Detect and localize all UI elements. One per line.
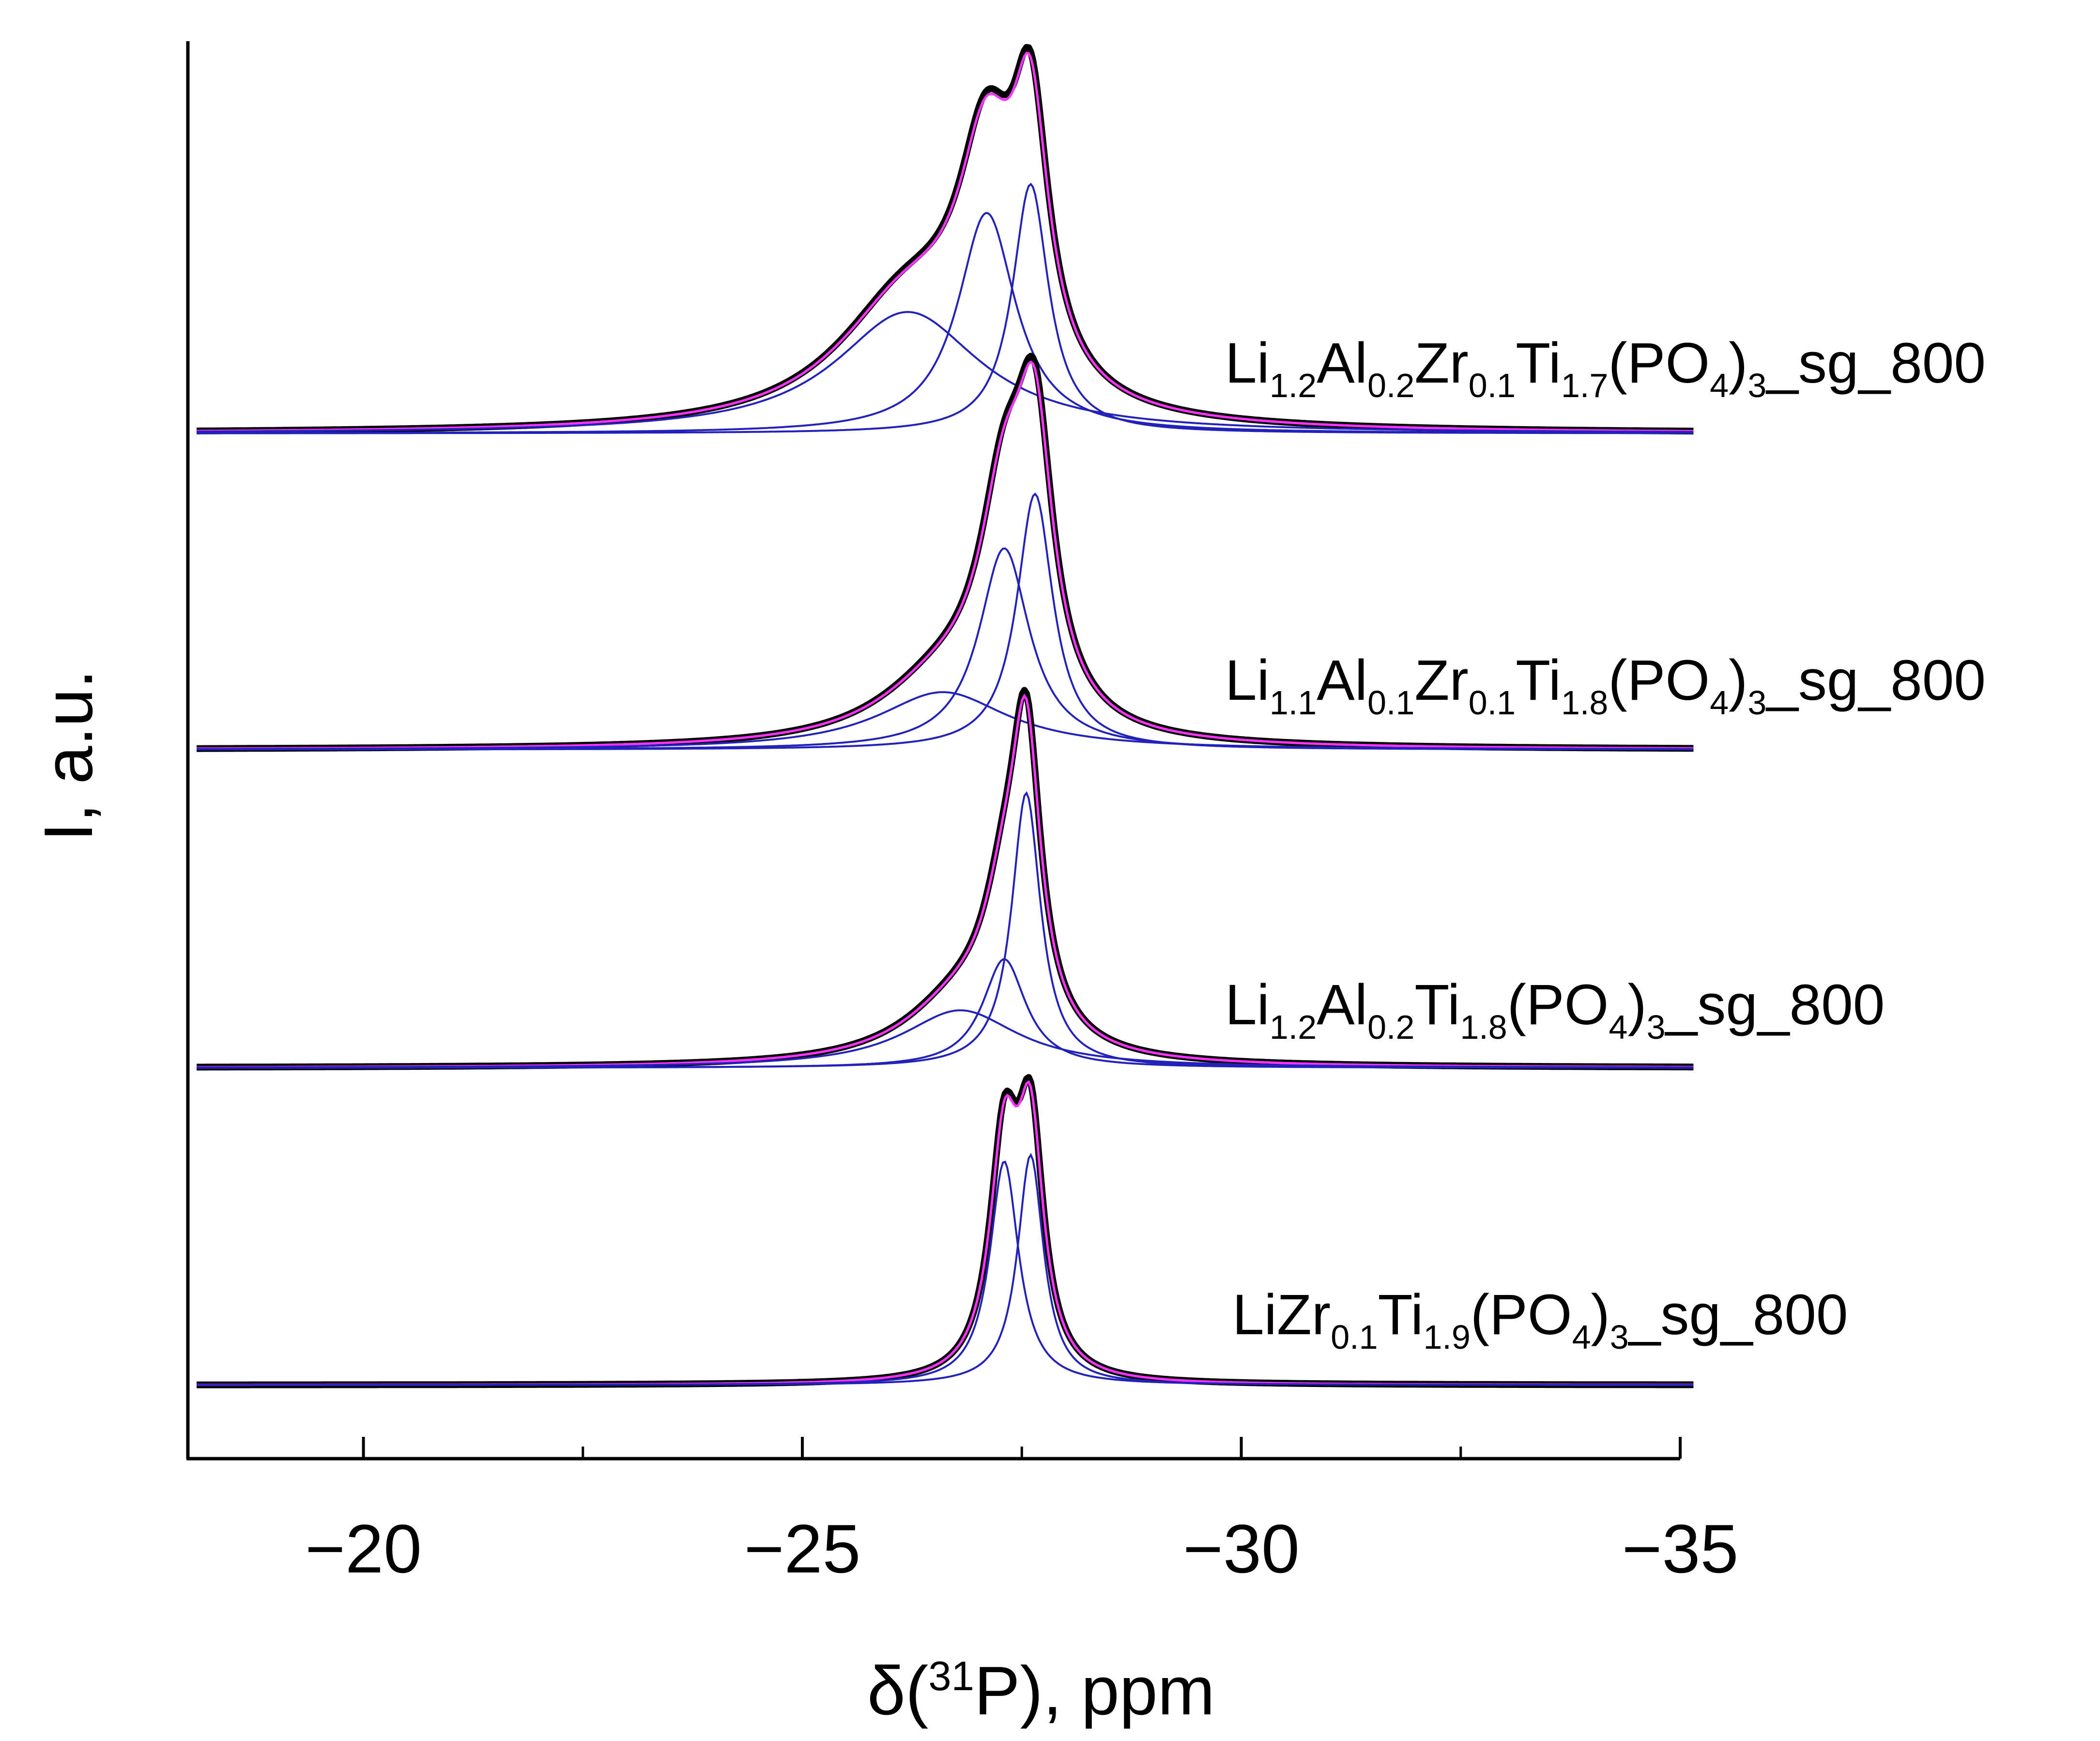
label-text: (PO [1507,973,1609,1037]
label-subscript: 0.1 [1367,684,1414,722]
label-text: LiZr [1232,1283,1331,1347]
x-ticks: −20 −25 −30 −35 [305,1437,1738,1587]
x-axis-label: δ(31P), ppm [867,1652,1215,1729]
label-subscript: 1.9 [1423,1318,1470,1356]
label-text: Li [1225,331,1270,395]
label-text: Zr [1414,648,1468,712]
label-text: Al [1317,973,1367,1037]
label-subscript: 4 [1609,1008,1627,1046]
label-subscript: 3 [1747,367,1766,404]
label-subscript: 1.8 [1460,1008,1507,1046]
trace-group [195,44,1695,435]
trace-group [195,687,1695,1071]
label-subscript: 4 [1710,367,1729,404]
trace-label: LiZr0.1Ti1.9(PO4)3_sg_800 [1232,1283,1848,1356]
label-text: (PO [1471,1283,1572,1347]
label-subscript: 0.2 [1367,367,1414,404]
trace-label: Li1.1Al0.1Zr0.1Ti1.8(PO4)3_sg_800 [1225,648,1986,722]
fit-component [197,691,1694,750]
label-text: _sg_800 [1765,331,1986,395]
label-text: _sg_800 [1765,648,1986,712]
trace-group [195,1074,1695,1388]
label-subscript: 1.2 [1270,367,1317,404]
x-tick-label: −20 [305,1510,422,1587]
x-tick-label: −35 [1622,1510,1739,1587]
spectra-traces [195,44,1695,1388]
label-subscript: 4 [1572,1318,1591,1356]
x-axis-label-suffix: P), ppm [974,1652,1215,1729]
label-subscript: 1.2 [1270,1008,1317,1046]
label-subscript: 1.7 [1561,367,1608,404]
label-text: Ti [1516,648,1561,712]
label-subscript: 0.1 [1469,684,1516,722]
fit-component [197,1009,1694,1068]
label-text: (PO [1608,648,1710,712]
label-text: Al [1317,331,1367,395]
label-subscript: 3 [1647,1008,1666,1046]
label-text: ) [1729,648,1747,712]
axes [186,41,1680,1461]
trace-label: Li1.2Al0.2Zr0.1Ti1.7(PO4)3_sg_800 [1225,331,1986,404]
label-subscript: 1.1 [1270,684,1317,722]
label-subscript: 0.1 [1331,1318,1378,1356]
trace-group [195,353,1695,752]
label-text: _sg_800 [1628,1283,1848,1347]
label-text: Ti [1516,331,1561,395]
trace-labels: Li1.2Al0.2Zr0.1Ti1.7(PO4)3_sg_800Li1.1Al… [1225,331,1986,1356]
trace-label: Li1.2Al0.2Ti1.8(PO4)3_sg_800 [1225,973,1885,1046]
label-text: (PO [1608,331,1710,395]
label-text: Zr [1414,331,1468,395]
label-text: Li [1225,648,1270,712]
label-text: ) [1591,1283,1610,1347]
label-subscript: 0.1 [1469,367,1516,404]
label-subscript: 3 [1610,1318,1629,1356]
label-text: Ti [1414,973,1460,1037]
y-axis-label: I, a.u. [30,669,107,841]
x-tick-label: −25 [744,1510,861,1587]
label-text: Li [1225,973,1270,1037]
label-text: _sg_800 [1665,973,1885,1037]
fit-envelope [197,51,1694,432]
label-subscript: 0.2 [1367,1008,1414,1046]
x-axis-label-superscript: 31 [928,1653,974,1699]
label-text: Al [1317,648,1367,712]
label-subscript: 3 [1747,684,1766,722]
fit-component [197,212,1694,434]
fit-component [197,311,1694,433]
label-subscript: 4 [1710,684,1729,722]
label-text: ) [1729,331,1747,395]
label-subscript: 1.8 [1561,684,1608,722]
x-axis-label-prefix: δ( [867,1652,928,1729]
label-text: ) [1627,973,1646,1037]
x-tick-label: −30 [1183,1510,1300,1587]
fit-component [197,1153,1694,1386]
label-text: Ti [1378,1283,1424,1347]
